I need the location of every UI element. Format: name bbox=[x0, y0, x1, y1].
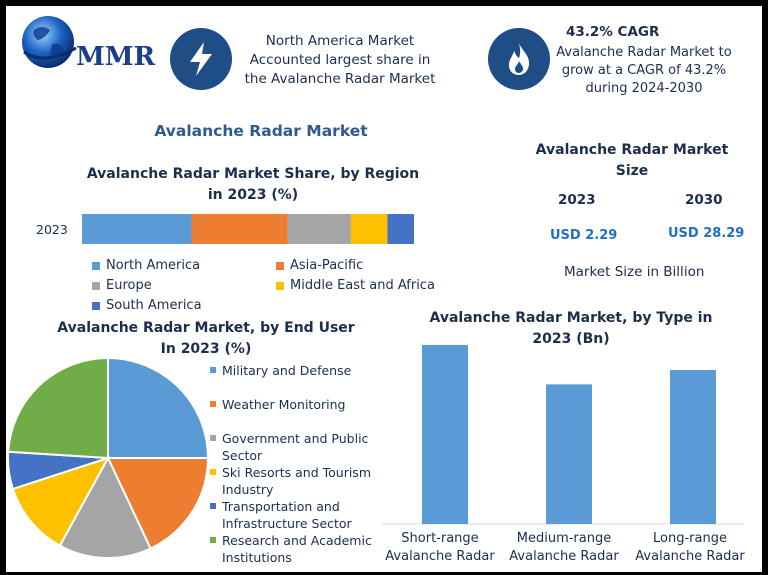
region-chart-title: Avalanche Radar Market Share, by Region … bbox=[86, 166, 420, 203]
year-2030: 2030 bbox=[685, 192, 723, 208]
pie-slice-military-and-defense bbox=[107, 356, 210, 459]
x-label-medium-range: Medium-range Avalanche Radar bbox=[509, 531, 619, 564]
value-2023: USD 2.29 bbox=[550, 228, 618, 243]
pie-legend-label: Ski Resorts and Tourism Industry bbox=[222, 465, 371, 497]
flame-circle bbox=[488, 28, 550, 90]
legend-label: Middle East and Africa bbox=[290, 278, 435, 293]
swatch-weather bbox=[210, 401, 216, 407]
x-label-short-range: Short-range Avalanche Radar bbox=[385, 531, 495, 564]
swatch-government bbox=[210, 435, 216, 441]
pie-legend-label: Transportation and Infrastructure Sector bbox=[222, 499, 352, 531]
pie-legend-ski: Ski Resorts and Tourism Industry bbox=[210, 464, 378, 498]
swatch-south-america bbox=[92, 301, 100, 310]
pie-legend-military: Military and Defense bbox=[210, 362, 387, 379]
region-chart-category: 2023 bbox=[36, 222, 68, 237]
pie-legend-label: Research and Academic Institutions bbox=[222, 533, 372, 565]
pie-legend-transportation: Transportation and Infrastructure Sector bbox=[210, 498, 372, 532]
pie-legend-label: Weather Monitoring bbox=[222, 397, 346, 412]
end-user-pie bbox=[7, 356, 210, 559]
mmr-logo: MMR bbox=[14, 12, 164, 76]
flame-icon bbox=[509, 43, 530, 75]
swatch-military bbox=[210, 367, 216, 373]
type-bar-short-range bbox=[422, 344, 468, 524]
region-bar-segment-asia-pacific bbox=[191, 214, 288, 244]
lightning-bolt-icon bbox=[190, 42, 212, 76]
legend-label: North America bbox=[106, 258, 201, 273]
region-bar-segment-europe bbox=[287, 214, 351, 244]
pie-slice-research-and-academic-institutions bbox=[7, 356, 109, 460]
swatch-research bbox=[210, 537, 216, 543]
pie-legend-label: Government and Public Sector bbox=[222, 431, 369, 463]
cagr-note: Avalanche Radar Market to grow at a CAGR… bbox=[556, 45, 732, 96]
type-chart-title: Avalanche Radar Market, by Type in 2023 … bbox=[429, 310, 713, 347]
bolt-circle bbox=[170, 28, 232, 90]
legend-asia-pacific: Asia-Pacific bbox=[276, 258, 363, 273]
pie-slice-weather-monitoring bbox=[106, 457, 210, 550]
logo-text: MMR bbox=[76, 42, 156, 72]
pie-slice-government-and-public-sector bbox=[58, 455, 152, 559]
type-bar-chart bbox=[382, 344, 744, 525]
globe-icon bbox=[22, 16, 77, 68]
pie-slice-ski-resorts-and-tourism-industry bbox=[11, 456, 111, 547]
region-bar-segment-north-america bbox=[82, 214, 192, 244]
cagr-title: 43.2% CAGR bbox=[566, 24, 660, 40]
swatch-north-america bbox=[92, 261, 100, 270]
market-size-note: Market Size in Billion bbox=[564, 264, 705, 280]
value-2030: USD 28.29 bbox=[668, 226, 745, 241]
end-user-chart-title: Avalanche Radar Market, by End User In 2… bbox=[57, 320, 355, 357]
swatch-ski bbox=[210, 469, 216, 475]
legend-south-america: South America bbox=[92, 298, 202, 313]
pie-legend-weather: Weather Monitoring bbox=[210, 396, 387, 413]
type-bar-long-range bbox=[670, 370, 716, 524]
x-label-long-range: Long-range Avalanche Radar bbox=[635, 531, 745, 564]
legend-label: Europe bbox=[106, 278, 152, 293]
legend-label: South America bbox=[106, 298, 202, 313]
legend-middle-east-africa: Middle East and Africa bbox=[276, 278, 435, 293]
region-stacked-bar bbox=[82, 214, 414, 244]
swatch-europe bbox=[92, 281, 100, 290]
market-size-title: Avalanche Radar Market Size bbox=[535, 142, 729, 179]
pie-legend-label: Military and Defense bbox=[222, 363, 352, 378]
region-bar-segment-middle-east-and-africa bbox=[350, 214, 388, 244]
pie-legend-government: Government and Public Sector bbox=[210, 430, 378, 464]
main-title: Avalanche Radar Market bbox=[154, 122, 368, 140]
swatch-asia-pacific bbox=[276, 261, 284, 270]
legend-europe: Europe bbox=[92, 278, 152, 293]
pie-legend-research: Research and Academic Institutions bbox=[210, 532, 382, 566]
infographic: MMR North America Market Accounted large… bbox=[6, 6, 762, 572]
region-bar-segment-south-america bbox=[387, 214, 414, 244]
swatch-transportation bbox=[210, 503, 216, 509]
year-2023: 2023 bbox=[558, 192, 596, 208]
legend-label: Asia-Pacific bbox=[290, 258, 364, 273]
legend-north-america: North America bbox=[92, 258, 200, 273]
swatch-middle-east-africa bbox=[276, 281, 284, 290]
north-america-note: North America Market Accounted largest s… bbox=[244, 33, 436, 87]
type-bar-medium-range bbox=[546, 384, 592, 524]
